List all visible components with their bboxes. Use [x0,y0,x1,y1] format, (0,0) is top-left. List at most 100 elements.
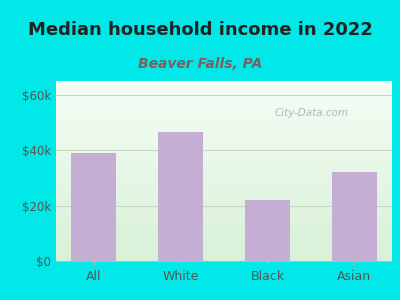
Bar [56,130,392,131]
Bar [56,202,392,203]
Bar [56,205,392,206]
Bar [56,167,392,169]
Bar [56,224,392,225]
Bar [56,260,392,261]
Bar [56,235,392,236]
Bar [56,185,392,187]
Bar [56,127,392,128]
Bar [56,82,392,83]
Bar [56,152,392,153]
Bar [56,199,392,200]
Bar [56,143,392,145]
Bar [56,148,392,149]
Bar [56,178,392,179]
Bar [56,189,392,190]
Bar [56,212,392,213]
Bar [56,106,392,107]
Bar [56,203,392,205]
Bar [56,146,392,147]
Bar [56,225,392,226]
Bar [56,164,392,165]
Bar [56,255,392,256]
Bar [56,136,392,137]
Bar [56,89,392,91]
Bar [56,191,392,193]
Bar [56,171,392,172]
Bar [56,163,392,164]
Bar [56,232,392,233]
Bar [56,140,392,141]
Bar [56,88,392,89]
Bar [56,193,392,194]
Bar [56,251,392,253]
Bar [56,259,392,260]
Bar [56,121,392,122]
Bar [56,107,392,109]
Bar [56,215,392,217]
Bar [56,179,392,181]
Bar [56,249,392,250]
Bar [56,217,392,218]
Bar [56,81,392,82]
Bar [56,220,392,221]
Bar [56,95,392,97]
Bar [56,112,392,113]
Bar [56,172,392,173]
Bar [56,223,392,224]
Bar [56,218,392,219]
Bar [56,117,392,118]
Bar [56,182,392,183]
Bar [56,99,392,100]
Bar [56,157,392,158]
Bar [56,115,392,116]
Bar [56,196,392,197]
Bar [56,159,392,160]
Bar [56,155,392,157]
Bar [56,87,392,88]
Bar [56,160,392,161]
Bar [56,158,392,159]
Text: Median household income in 2022: Median household income in 2022 [28,21,372,39]
Bar [56,176,392,177]
Bar [56,104,392,105]
Bar [56,145,392,146]
Bar [56,241,392,242]
Bar [56,239,392,241]
Bar [56,253,392,254]
Bar [56,195,392,196]
Bar [56,197,392,199]
Bar [56,125,392,127]
Bar [245,200,290,261]
Bar [56,98,392,99]
Bar [56,233,392,235]
Bar [71,153,116,261]
Bar [56,101,392,103]
Bar [56,201,392,202]
Bar [56,256,392,257]
Bar [56,124,392,125]
Bar [56,147,392,148]
Bar [56,100,392,101]
Bar [158,132,203,261]
Bar [56,153,392,154]
Bar [56,131,392,133]
Bar [56,229,392,230]
Bar [56,257,392,259]
Text: Beaver Falls, PA: Beaver Falls, PA [138,57,262,71]
Bar [56,110,392,111]
Bar [56,242,392,243]
Bar [56,227,392,229]
Bar [56,123,392,124]
Bar [56,133,392,134]
Bar [56,247,392,248]
Bar [56,213,392,214]
Bar [56,209,392,211]
Bar [56,91,392,92]
Bar [56,166,392,167]
Bar [56,230,392,231]
Bar [56,119,392,121]
Bar [56,244,392,245]
Bar [56,245,392,247]
Bar [56,105,392,106]
Bar [56,184,392,185]
